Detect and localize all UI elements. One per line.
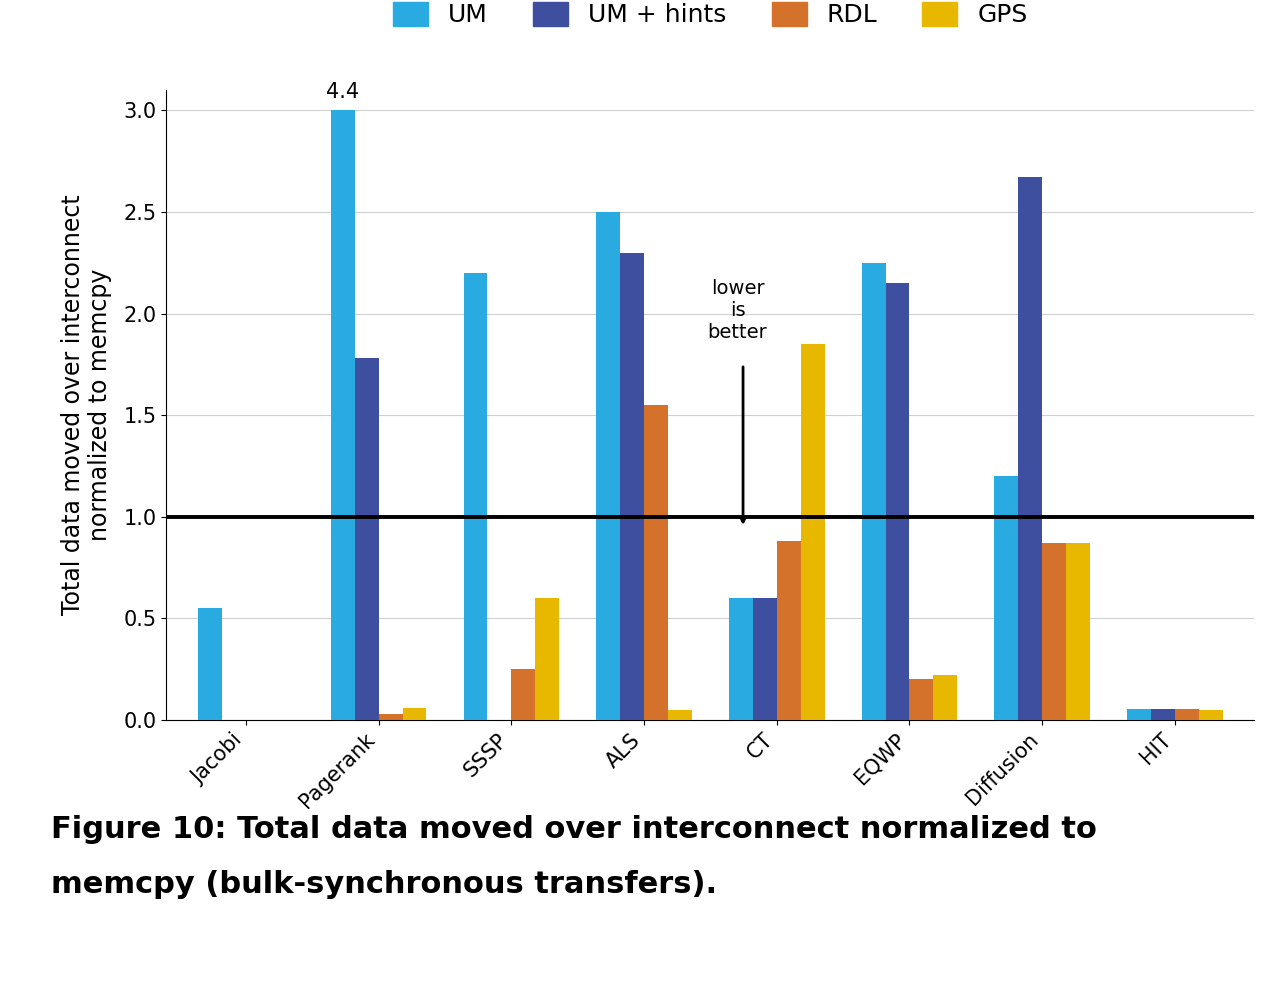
Bar [1126,709,1151,720]
Bar [621,253,644,720]
Bar [644,405,668,720]
Bar [995,476,1018,720]
Bar [933,675,957,720]
Bar [1066,543,1089,720]
Bar [379,714,403,720]
Bar [886,283,909,720]
Bar [596,212,621,720]
Bar [403,708,426,720]
Bar [463,273,488,720]
Bar [198,608,223,720]
Bar [909,679,933,720]
Bar [730,598,753,720]
Bar [1175,709,1198,720]
Text: 4.4: 4.4 [326,82,360,102]
Bar [753,598,777,720]
Bar [1198,710,1222,720]
Text: memcpy (bulk-synchronous transfers).: memcpy (bulk-synchronous transfers). [51,870,717,899]
Bar [777,541,800,720]
Bar [1042,543,1066,720]
Bar [861,263,886,720]
Bar [332,110,355,720]
Text: Figure 10: Total data moved over interconnect normalized to: Figure 10: Total data moved over interco… [51,815,1097,844]
Bar [1018,177,1042,720]
Text: lower
is
better: lower is better [708,279,768,342]
Bar [668,710,691,720]
Bar [512,669,535,720]
Bar [535,598,559,720]
Bar [800,344,824,720]
Bar [355,358,379,720]
Y-axis label: Total data moved over interconnect
normalized to memcpy: Total data moved over interconnect norma… [60,195,113,615]
Legend: UM, UM + hints, RDL, GPS: UM, UM + hints, RDL, GPS [393,2,1028,27]
Bar [1151,709,1175,720]
